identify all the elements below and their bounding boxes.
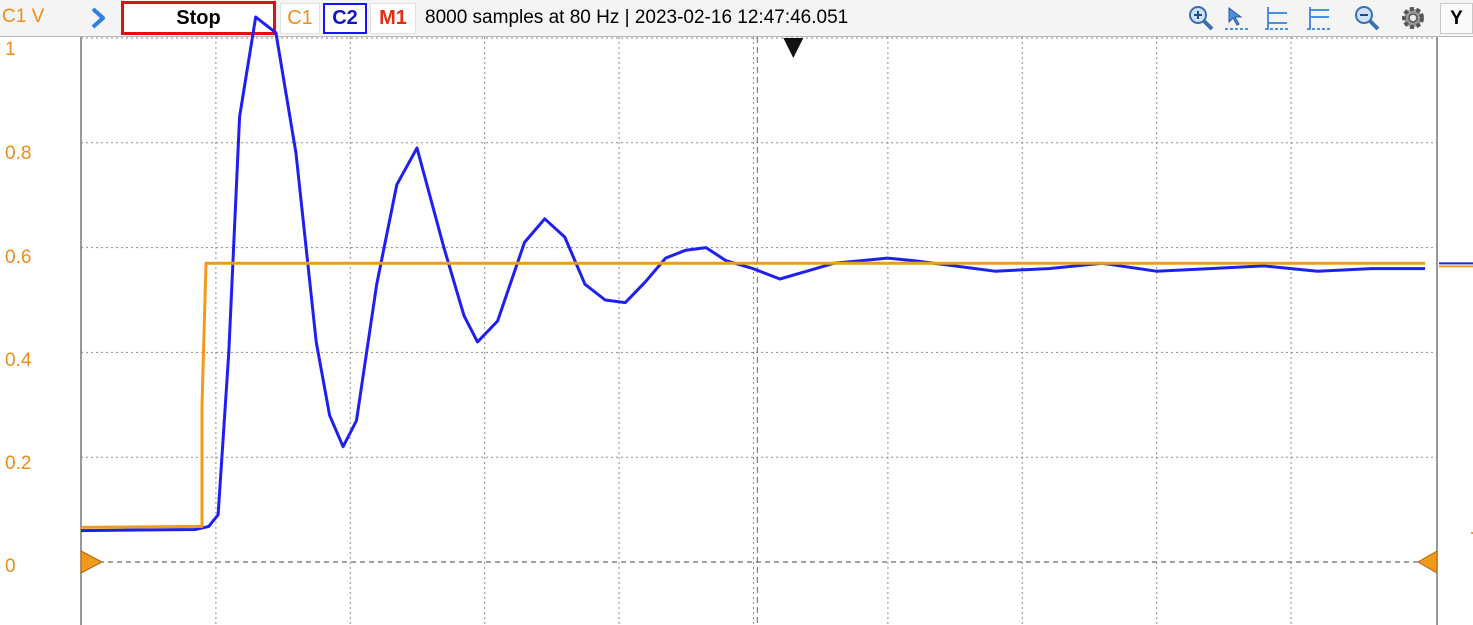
channel-c1-button[interactable]: C1 <box>280 3 320 34</box>
y-tick-label: 0.2 <box>5 453 32 474</box>
series-line-c2 <box>80 15 1425 533</box>
c1-zero-marker-right-icon <box>1417 550 1438 574</box>
series-line-c1 <box>80 261 1425 529</box>
trigger-marker-icon <box>783 38 804 58</box>
y-axis-button[interactable]: Y <box>1440 3 1473 34</box>
c1-zero-marker-icon <box>80 550 104 574</box>
zoom-out-icon[interactable] <box>1352 3 1382 33</box>
settings-gear-icon[interactable] <box>1398 3 1428 33</box>
acquisition-status: 8000 samples at 80 Hz | 2023-02-16 12:47… <box>425 7 849 28</box>
channel-c2-button[interactable]: C2 <box>323 3 367 34</box>
y-tick-label: 0.8 <box>5 143 32 164</box>
toolbar: C1 V Stop C1 C2 M1 8000 samples at 80 Hz… <box>0 0 1473 37</box>
horizontal-cursor-icon[interactable] <box>1262 3 1292 33</box>
stop-button[interactable]: Stop <box>121 1 276 35</box>
channel-unit-label: C1 V <box>2 6 45 27</box>
run-arrow-icon[interactable] <box>88 4 108 32</box>
vertical-cursor-icon[interactable] <box>1304 3 1334 33</box>
math-m1-button[interactable]: M1 <box>370 3 416 34</box>
y-tick-label: 0 <box>5 556 16 577</box>
zoom-in-icon[interactable] <box>1186 3 1216 33</box>
y-tick-label: 0.6 <box>5 247 32 268</box>
y-tick-label: 0.4 <box>5 350 32 371</box>
cursor-icon[interactable] <box>1222 3 1252 33</box>
y-tick-label: 1 <box>5 39 16 60</box>
